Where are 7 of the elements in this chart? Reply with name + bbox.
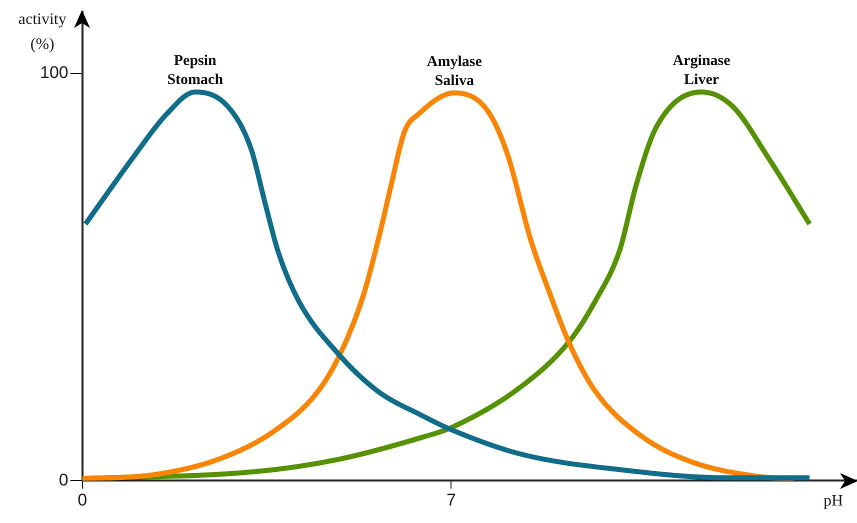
series-label: Amylase Saliva [426, 54, 482, 89]
x-tick-label: 7 [446, 490, 456, 510]
series-label: Pepsin Stomach [167, 53, 224, 88]
y-axis-title: activity (%) [18, 11, 66, 53]
y-tick-label: 100 [40, 62, 68, 82]
x-axis-title: pH [823, 492, 844, 510]
series-label: Arginase Liver [672, 53, 731, 88]
